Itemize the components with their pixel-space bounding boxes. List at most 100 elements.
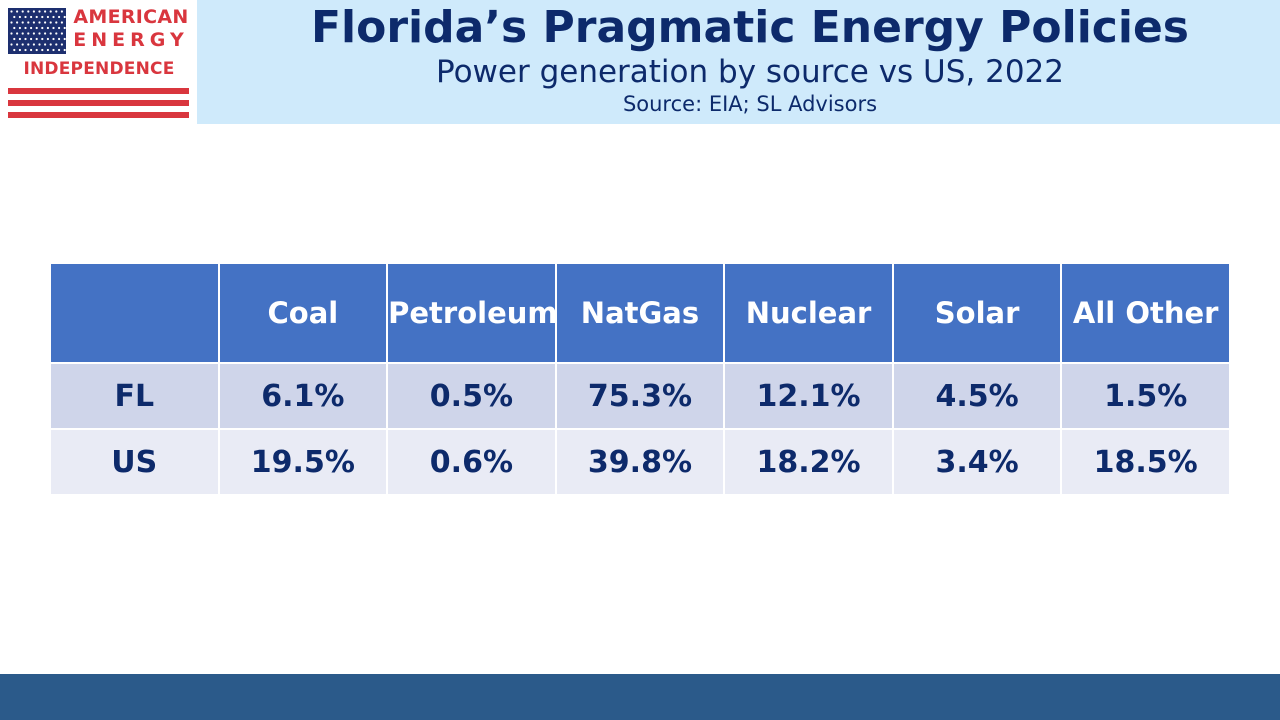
header-cell-blank [49,262,220,364]
us-flag-icon [8,8,66,54]
flag-star [49,43,52,46]
header-banner [197,0,1280,124]
flag-star [24,37,27,41]
flag-star [30,15,33,19]
data-table: Coal Petroleum NatGas Nuclear Solar All … [49,262,1231,496]
flag-star [52,15,55,19]
source-note: Source: EIA; SL Advisors [622,92,878,116]
flag-star [10,21,13,24]
flag-star [27,21,30,24]
logo-line-independence: INDEPENDENCE [23,59,175,79]
flag-star [49,21,52,24]
cell-us-petroleum: 0.6% [386,428,557,496]
flag-star [49,10,52,13]
cell-fl-petroleum: 0.5% [386,362,557,430]
cell-fl-solar: 4.5% [891,362,1063,430]
flag-star [21,10,24,13]
header-cell-all-other: All Other [1060,262,1231,364]
flag-star [10,32,13,35]
flag-star [21,32,24,35]
flag-star [60,43,64,46]
header-cell-coal: Coal [217,262,389,364]
logo-line-american: AMERICAN [73,6,189,28]
flag-star [52,26,55,30]
flag-star [41,15,44,19]
logo: AMERICAN ENERGY INDEPENDENCE [0,0,197,124]
flag-star [55,21,58,24]
page-title: Florida’s Pragmatic Energy Policies [310,2,1189,53]
flag-star [60,21,64,24]
logo-line-energy: ENERGY [73,29,189,51]
flag-star [55,10,58,13]
flag-star [44,21,47,24]
flag-star [46,26,50,30]
cell-us-nuclear: 18.2% [723,428,894,496]
cell-fl-natgas: 75.3% [554,362,726,430]
flag-star [13,15,16,19]
flag-star [13,37,16,41]
header-cell-natgas: NatGas [554,262,726,364]
flag-star [60,10,64,13]
flag-star [35,26,38,30]
flag-star [63,26,66,30]
flag-star [63,15,66,19]
flag-star [27,10,30,13]
flag-star [35,15,38,19]
flag-star [18,26,21,30]
logo-stripe [8,100,189,106]
flag-star [24,48,27,52]
cell-us-natgas: 39.8% [554,428,726,496]
cell-fl-all-other: 1.5% [1060,362,1231,430]
flag-star [38,10,41,13]
flag-star [49,32,52,35]
page-subtitle: Power generation by source vs US, 2022 [435,54,1065,90]
flag-star [18,37,21,41]
flag-star [55,32,58,35]
flag-star [16,10,19,13]
flag-star [52,37,55,41]
table-row-us: US 19.5% 0.6% 39.8% 18.2% 3.4% 18.5% [49,428,1231,496]
flag-star [13,48,16,52]
cell-us-all-other: 18.5% [1060,428,1231,496]
flag-star [24,15,27,19]
table-header-row: Coal Petroleum NatGas Nuclear Solar All … [49,262,1231,364]
flag-star [27,43,30,46]
flag-star [35,48,38,52]
row-label-fl: FL [49,362,220,430]
flag-star [63,48,66,52]
table-row-fl: FL 6.1% 0.5% 75.3% 12.1% 4.5% 1.5% [49,362,1231,430]
row-label-us: US [49,428,220,496]
logo-stripe [8,112,189,118]
header-cell-solar: Solar [891,262,1063,364]
flag-star [41,48,44,52]
flag-star [10,43,13,46]
flag-star [44,43,47,46]
logo-text: AMERICAN ENERGY [70,6,192,52]
flag-star [24,26,27,30]
flag-star [16,43,19,46]
flag-star [44,10,47,13]
flag-star [21,21,24,24]
cell-us-coal: 19.5% [217,428,389,496]
footer-bar [0,674,1280,720]
flag-star [44,32,47,35]
logo-stripe [8,88,189,94]
flag-star [46,48,50,52]
flag-star [16,21,19,24]
flag-star [21,43,24,46]
flag-star [30,48,33,52]
flag-star [55,43,58,46]
cell-fl-nuclear: 12.1% [723,362,894,430]
flag-star [30,37,33,41]
flag-star [10,10,13,13]
flag-star [18,48,21,52]
flag-star [32,21,35,24]
flag-star [38,21,41,24]
flag-star [63,37,66,41]
flag-star [46,15,50,19]
flag-star [16,32,19,35]
flag-star [41,26,44,30]
flag-star [58,15,61,19]
flag-star [58,48,61,52]
flag-star [32,10,35,13]
